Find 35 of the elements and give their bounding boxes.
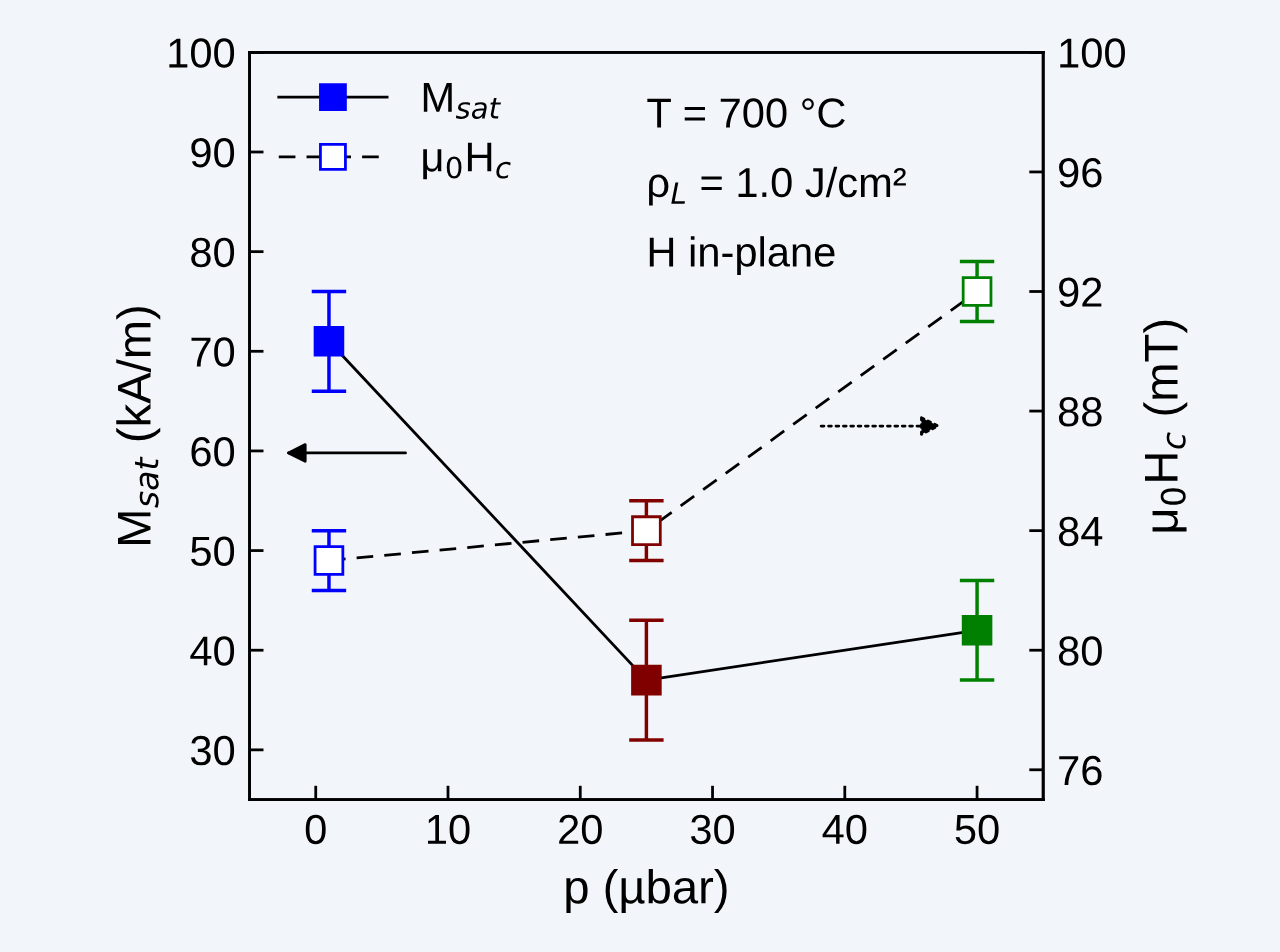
y-tick-label: 60 bbox=[191, 436, 235, 467]
x-axis-title: p (µbar) bbox=[566, 869, 727, 914]
y-tick-label: 80 bbox=[191, 237, 235, 268]
point bbox=[313, 326, 345, 357]
x-tick-label: 10 bbox=[428, 814, 470, 845]
annotation: H in-plane bbox=[649, 236, 835, 276]
y-tick-label: 70 bbox=[191, 337, 235, 367]
y-tick-label: 40 bbox=[190, 636, 235, 666]
y2-tick-label: 80 bbox=[1058, 636, 1102, 666]
x-tick-label: 20 bbox=[559, 814, 602, 845]
y2-tick-label: 92 bbox=[1059, 277, 1102, 308]
y2-tick-label: 100 bbox=[1060, 38, 1125, 68]
y-tick-label: 30 bbox=[190, 735, 235, 766]
point bbox=[313, 545, 345, 576]
point bbox=[961, 276, 993, 307]
annotation: ρ$_{L}$ = 1.0 J/cm² bbox=[649, 166, 906, 206]
x-tick-label: 30 bbox=[690, 814, 735, 845]
y-tick-label: 90 bbox=[191, 138, 235, 168]
y-tick-label: 50 bbox=[191, 536, 235, 567]
y2-tick-label: 76 bbox=[1059, 755, 1102, 786]
y2-tick-label: 84 bbox=[1058, 516, 1103, 547]
point bbox=[631, 664, 662, 696]
point bbox=[631, 515, 662, 546]
point bbox=[961, 615, 993, 646]
x-tick-label: 40 bbox=[822, 814, 867, 845]
y-axis-title: M$_{sat}$ (kA/m) bbox=[116, 307, 161, 544]
annotation: T = 700 °C bbox=[647, 98, 845, 128]
legend-label: μ$_{0}$H$_{c}$ bbox=[423, 142, 511, 180]
y2-axis-title: μ$_{0}$H$_{c}$ (mT) bbox=[1143, 320, 1188, 532]
y-tick-label: 100 bbox=[169, 38, 235, 68]
x-tick-label: 50 bbox=[955, 814, 999, 845]
x-tick-label: 0 bbox=[305, 814, 326, 845]
legend-label: M$_{sat}$ bbox=[423, 82, 501, 119]
y2-tick-label: 88 bbox=[1058, 397, 1102, 427]
y2-tick-label: 96 bbox=[1059, 157, 1102, 188]
